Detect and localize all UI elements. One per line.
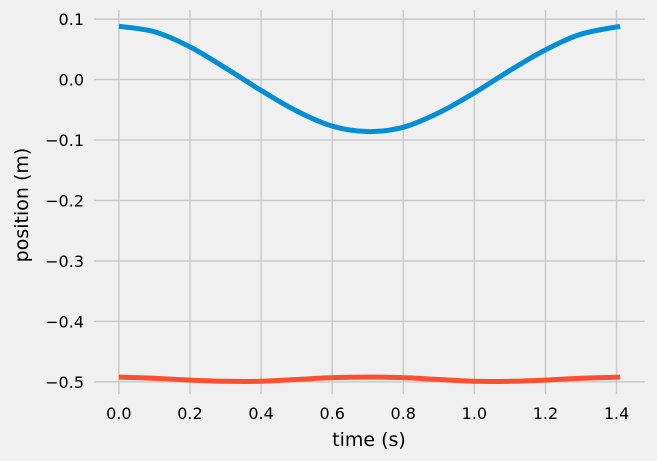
- series-line-1: [118, 23, 621, 135]
- x-axis-ticks: 0.0 0.2 0.4 0.6 0.8 1.0 1.2 1.4: [106, 404, 629, 423]
- series-layer: [118, 23, 621, 384]
- x-tick-label: 0.8: [391, 404, 416, 423]
- y-tick-label: 0.1: [59, 10, 84, 29]
- grid-lines: [94, 10, 645, 394]
- x-tick-label: 1.0: [462, 404, 487, 423]
- y-axis-ticks: 0.1 0.0 −0.1 −0.2 −0.3 −0.4 −0.5: [45, 10, 84, 392]
- series-line-2: [118, 374, 621, 384]
- y-tick-label: −0.3: [45, 252, 84, 271]
- y-tick-label: −0.5: [45, 373, 84, 392]
- x-tick-label: 0.4: [248, 404, 273, 423]
- x-tick-label: 0.0: [106, 404, 131, 423]
- y-tick-label: 0.0: [59, 71, 84, 90]
- x-tick-label: 1.2: [533, 404, 558, 423]
- x-axis-label: time (s): [332, 429, 406, 451]
- y-tick-label: −0.2: [45, 191, 84, 210]
- y-tick-label: −0.1: [45, 131, 84, 150]
- y-axis-label: position (m): [11, 148, 33, 263]
- y-tick-label: −0.4: [45, 312, 84, 331]
- x-tick-label: 0.2: [177, 404, 202, 423]
- x-tick-label: 0.6: [319, 404, 344, 423]
- x-tick-label: 1.4: [604, 404, 629, 423]
